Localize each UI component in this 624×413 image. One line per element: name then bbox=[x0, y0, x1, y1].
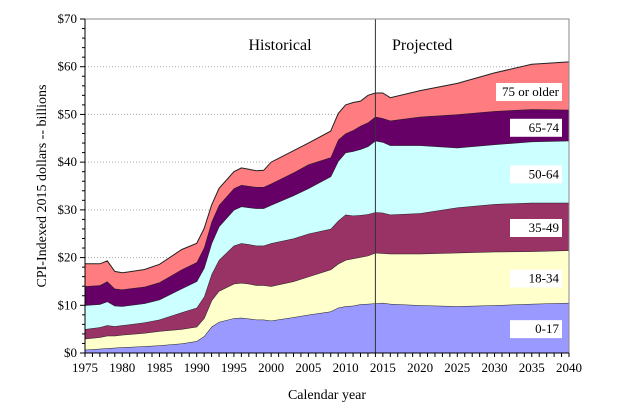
y-axis-label: CPI-Indexed 2015 dollars -- billions bbox=[35, 85, 50, 288]
series-label-box bbox=[510, 218, 562, 237]
series-label: 50-64 bbox=[529, 166, 560, 181]
series-label-box bbox=[510, 165, 562, 184]
area-series bbox=[84, 61, 570, 353]
x-tick-label: 1975 bbox=[72, 360, 98, 375]
x-tick-label: 2005 bbox=[295, 360, 321, 375]
x-tick-label: 2015 bbox=[370, 360, 396, 375]
area-65-74 bbox=[85, 109, 569, 307]
y-tick-label: $20 bbox=[58, 250, 78, 265]
annotation-historical: Historical bbox=[248, 37, 312, 54]
series-label-box bbox=[510, 118, 562, 137]
x-axis-label: Calendar year bbox=[288, 388, 366, 403]
series-labels: 0-17 18-34 35-49 50-64 65-74 75 or older bbox=[496, 83, 562, 339]
area-50-64 bbox=[85, 140, 569, 330]
y-tick-label: $40 bbox=[58, 154, 78, 169]
x-tick-label: 2035 bbox=[519, 360, 545, 375]
annotation-projected: Projected bbox=[392, 37, 452, 54]
area-75-or-older bbox=[85, 61, 569, 290]
x-tick-label: 1990 bbox=[184, 360, 210, 375]
axes: $0 $10 $20 $30 $40 $50 $60 $70 1975 1980 1985 1990 1… bbox=[58, 11, 583, 375]
y-tick-label: $0 bbox=[64, 345, 77, 360]
y-tick-label: $30 bbox=[58, 202, 78, 217]
area-35-49 bbox=[85, 202, 569, 339]
x-tick-label: 2030 bbox=[482, 360, 508, 375]
y-tick-label: $50 bbox=[58, 106, 78, 121]
y-tick-label: $60 bbox=[58, 59, 78, 74]
x-tick-label: 1995 bbox=[221, 360, 247, 375]
series-label: 75 or older bbox=[502, 84, 560, 99]
series-label-box bbox=[510, 269, 562, 288]
x-tick-label: 1985 bbox=[146, 360, 172, 375]
y-tick-label: $70 bbox=[58, 11, 78, 26]
x-tick-label: 2025 bbox=[444, 360, 470, 375]
series-label: 18-34 bbox=[529, 271, 560, 286]
series-label-box bbox=[496, 83, 562, 102]
x-tick-label: 1980 bbox=[109, 360, 135, 375]
x-tick-label: 2020 bbox=[407, 360, 433, 375]
x-tick-label: 2040 bbox=[556, 360, 582, 375]
series-label: 0-17 bbox=[535, 321, 559, 336]
area-0-17 bbox=[85, 302, 569, 353]
series-label-box bbox=[510, 320, 562, 339]
area-18-34 bbox=[85, 250, 569, 350]
x-tick-label: 2000 bbox=[258, 360, 284, 375]
y-tick-label: $10 bbox=[58, 297, 78, 312]
series-label: 35-49 bbox=[529, 220, 559, 235]
boundary-75-or-older bbox=[85, 61, 570, 274]
x-tick-label: 2010 bbox=[333, 360, 359, 375]
series-label: 65-74 bbox=[529, 120, 560, 135]
